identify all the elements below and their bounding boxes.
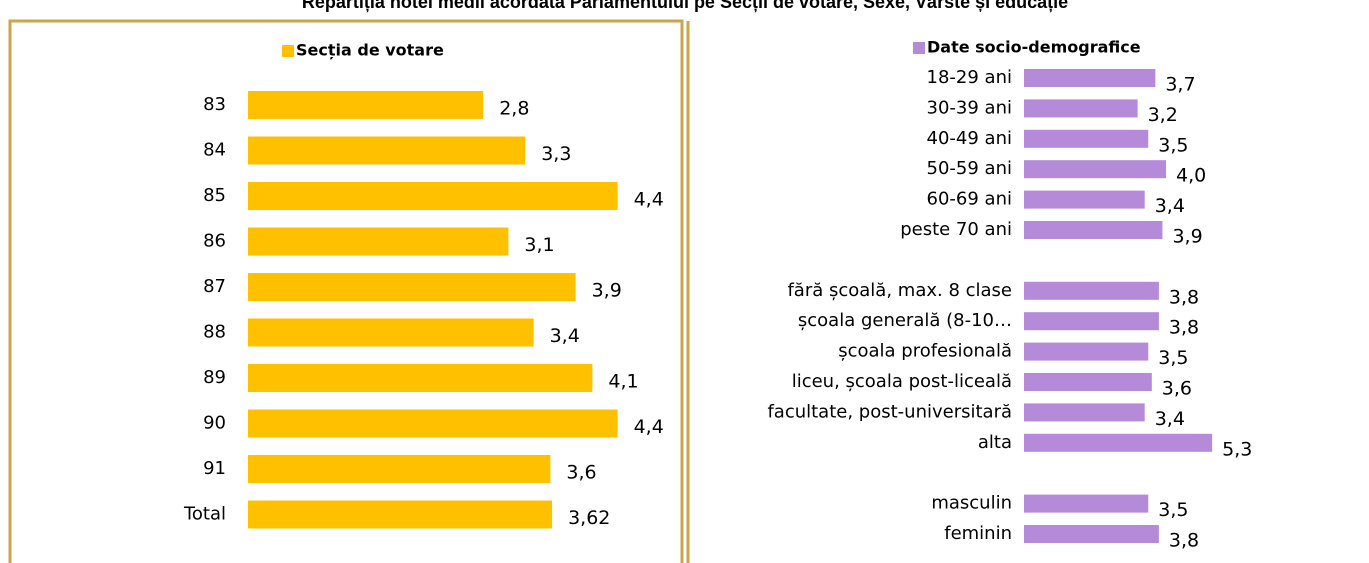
value-label: 3,6	[566, 462, 596, 484]
bar	[1024, 281, 1159, 300]
bar	[1024, 494, 1149, 513]
bar	[1024, 160, 1166, 179]
legend-label: Date socio-demografice	[927, 38, 1141, 57]
bar	[248, 182, 618, 210]
legend-swatch	[913, 42, 925, 54]
value-label: 3,7	[1165, 74, 1195, 96]
value-label: 4,1	[608, 371, 638, 393]
bar	[248, 91, 484, 119]
value-label: 3,4	[1155, 195, 1185, 217]
category-label: peste 70 ani	[900, 219, 1012, 240]
bar	[1024, 129, 1149, 148]
value-label: 3,8	[1169, 317, 1199, 339]
category-label: Total	[183, 504, 226, 525]
value-label: 4,0	[1176, 165, 1206, 187]
category-label: 87	[203, 276, 226, 297]
value-label: 3,9	[592, 280, 622, 302]
category-label: fără școală, max. 8 clase	[787, 280, 1012, 301]
value-label: 3,6	[1162, 378, 1192, 400]
category-label: 91	[203, 458, 226, 479]
category-label: 85	[203, 185, 226, 206]
bar	[1024, 312, 1159, 331]
value-label: 3,62	[568, 507, 610, 529]
value-label: 2,8	[499, 98, 529, 120]
category-label: masculin	[931, 493, 1012, 514]
category-label: 40-49 ani	[927, 128, 1012, 149]
value-label: 3,9	[1172, 226, 1202, 248]
bar	[1024, 190, 1145, 209]
value-label: 3,8	[1169, 286, 1199, 308]
category-label: 84	[203, 140, 226, 161]
value-label: 3,8	[1169, 530, 1199, 552]
bar	[1024, 403, 1145, 422]
value-label: 3,1	[524, 234, 554, 256]
category-label: 83	[203, 94, 226, 115]
category-label: 60-69 ani	[927, 189, 1012, 210]
value-label: 5,3	[1222, 438, 1252, 460]
value-label: 3,2	[1148, 104, 1178, 126]
bar	[1024, 69, 1156, 87]
bar	[248, 136, 526, 165]
category-label: 88	[203, 322, 226, 343]
value-label: 3,5	[1158, 134, 1188, 156]
value-label: 3,4	[1155, 408, 1185, 430]
category-label: feminin	[944, 523, 1012, 544]
bar	[1024, 221, 1163, 239]
bar	[248, 500, 553, 529]
bar	[248, 273, 576, 301]
value-label: 3,5	[1158, 347, 1188, 369]
legend-label: Secția de votare	[296, 41, 444, 60]
value-label: 4,4	[634, 189, 664, 211]
category-label: 86	[203, 231, 226, 252]
value-label: 3,5	[1158, 499, 1188, 521]
value-label: 3,3	[541, 143, 571, 165]
bar	[1024, 525, 1159, 543]
bar	[1024, 433, 1213, 452]
category-label: 90	[203, 413, 226, 434]
category-label: 18-29 ani	[927, 67, 1012, 88]
bar	[248, 409, 618, 438]
category-label: școala generală (8-10…	[798, 310, 1012, 331]
bar	[248, 318, 534, 347]
value-label: 4,4	[634, 416, 664, 438]
category-label: facultate, post-universitară	[767, 401, 1012, 422]
category-label: alta	[978, 432, 1012, 453]
legend-swatch	[282, 45, 294, 57]
category-label: școala profesională	[838, 341, 1012, 362]
bar	[1024, 342, 1149, 361]
bar	[1024, 373, 1152, 391]
bar	[248, 364, 593, 392]
value-label: 3,4	[550, 325, 580, 347]
category-label: 30-39 ani	[927, 97, 1012, 118]
category-label: liceu, școala post-liceală	[792, 371, 1012, 392]
category-label: 50-59 ani	[927, 158, 1012, 179]
bar	[248, 227, 509, 256]
left-frame	[8, 19, 684, 563]
bar	[1024, 99, 1138, 118]
category-label: 89	[203, 367, 226, 388]
page-title: Repartiția notei medii acordată Parlamen…	[302, 0, 1068, 12]
bar	[248, 455, 551, 483]
